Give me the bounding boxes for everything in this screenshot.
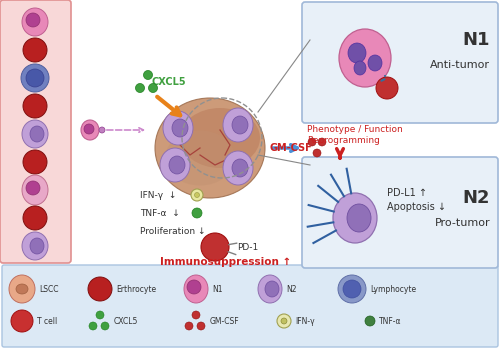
Circle shape xyxy=(99,127,105,133)
FancyBboxPatch shape xyxy=(302,2,498,123)
Ellipse shape xyxy=(223,151,253,185)
Ellipse shape xyxy=(30,126,44,142)
Ellipse shape xyxy=(265,281,279,297)
Ellipse shape xyxy=(368,55,382,71)
Ellipse shape xyxy=(347,204,371,232)
Ellipse shape xyxy=(184,275,208,303)
Ellipse shape xyxy=(354,61,366,75)
Text: CXCL5: CXCL5 xyxy=(152,77,186,87)
Circle shape xyxy=(23,206,47,230)
Circle shape xyxy=(338,275,366,303)
Text: N2: N2 xyxy=(286,284,296,294)
Text: LSCC: LSCC xyxy=(39,284,58,294)
Text: PD-L1 ↑
Apoptosis ↓: PD-L1 ↑ Apoptosis ↓ xyxy=(387,188,446,212)
Text: Lymphocyte: Lymphocyte xyxy=(370,284,416,294)
Circle shape xyxy=(197,322,205,330)
Ellipse shape xyxy=(187,280,201,294)
FancyBboxPatch shape xyxy=(2,265,498,347)
Text: GM-CSF: GM-CSF xyxy=(210,316,240,326)
Ellipse shape xyxy=(22,120,48,148)
Ellipse shape xyxy=(232,159,248,177)
Circle shape xyxy=(318,138,326,146)
Ellipse shape xyxy=(9,275,35,303)
Circle shape xyxy=(376,77,398,99)
Circle shape xyxy=(313,149,321,157)
Ellipse shape xyxy=(160,148,190,182)
Circle shape xyxy=(308,138,316,146)
Ellipse shape xyxy=(348,43,366,63)
Text: Phenotype / Function
Reprogramming: Phenotype / Function Reprogramming xyxy=(307,125,403,145)
Ellipse shape xyxy=(84,124,94,134)
Circle shape xyxy=(89,322,97,330)
Ellipse shape xyxy=(22,175,48,205)
Ellipse shape xyxy=(81,120,99,140)
Ellipse shape xyxy=(22,232,48,260)
Circle shape xyxy=(136,83,144,93)
Text: PD-1: PD-1 xyxy=(237,243,258,251)
Ellipse shape xyxy=(180,108,260,168)
Circle shape xyxy=(192,208,202,218)
Circle shape xyxy=(11,310,33,332)
Circle shape xyxy=(23,38,47,62)
Circle shape xyxy=(185,322,193,330)
Circle shape xyxy=(194,193,200,197)
Circle shape xyxy=(26,69,44,87)
Ellipse shape xyxy=(26,13,40,27)
Ellipse shape xyxy=(26,181,40,195)
FancyBboxPatch shape xyxy=(302,157,498,268)
Circle shape xyxy=(192,311,200,319)
Text: CXCL5: CXCL5 xyxy=(114,316,138,326)
Circle shape xyxy=(144,70,152,80)
Text: Erthrocyte: Erthrocyte xyxy=(116,284,156,294)
Ellipse shape xyxy=(223,108,253,142)
Ellipse shape xyxy=(165,131,235,186)
Text: GM-CSF: GM-CSF xyxy=(270,143,313,153)
Ellipse shape xyxy=(155,98,265,198)
Text: T cell: T cell xyxy=(37,316,57,326)
Text: N1: N1 xyxy=(212,284,222,294)
Text: IFN-γ: IFN-γ xyxy=(295,316,314,326)
Circle shape xyxy=(23,94,47,118)
Text: N1: N1 xyxy=(462,31,490,49)
Circle shape xyxy=(23,150,47,174)
Text: IFN-γ  ↓: IFN-γ ↓ xyxy=(140,190,176,200)
Ellipse shape xyxy=(30,238,44,254)
FancyBboxPatch shape xyxy=(0,0,71,263)
Ellipse shape xyxy=(163,111,193,145)
Circle shape xyxy=(277,314,291,328)
Ellipse shape xyxy=(258,275,282,303)
Circle shape xyxy=(281,318,287,324)
Ellipse shape xyxy=(232,116,248,134)
Circle shape xyxy=(101,322,109,330)
Circle shape xyxy=(201,233,229,261)
Text: Immunosuppression ↑: Immunosuppression ↑ xyxy=(160,257,291,267)
Text: Anti-tumor: Anti-tumor xyxy=(430,60,490,70)
Circle shape xyxy=(191,189,203,201)
Ellipse shape xyxy=(22,8,48,36)
Text: N2: N2 xyxy=(462,189,490,207)
Circle shape xyxy=(148,83,158,93)
Ellipse shape xyxy=(333,193,377,243)
Ellipse shape xyxy=(339,29,391,87)
Circle shape xyxy=(365,316,375,326)
Ellipse shape xyxy=(172,119,188,137)
Circle shape xyxy=(21,64,49,92)
Ellipse shape xyxy=(16,284,28,294)
Ellipse shape xyxy=(169,156,185,174)
Text: Proliferation ↓: Proliferation ↓ xyxy=(140,226,205,235)
Circle shape xyxy=(96,311,104,319)
Text: TNF-α: TNF-α xyxy=(379,316,402,326)
Circle shape xyxy=(343,280,361,298)
Text: Pro-tumor: Pro-tumor xyxy=(434,218,490,228)
Circle shape xyxy=(88,277,112,301)
Text: TNF-α  ↓: TNF-α ↓ xyxy=(140,208,180,218)
